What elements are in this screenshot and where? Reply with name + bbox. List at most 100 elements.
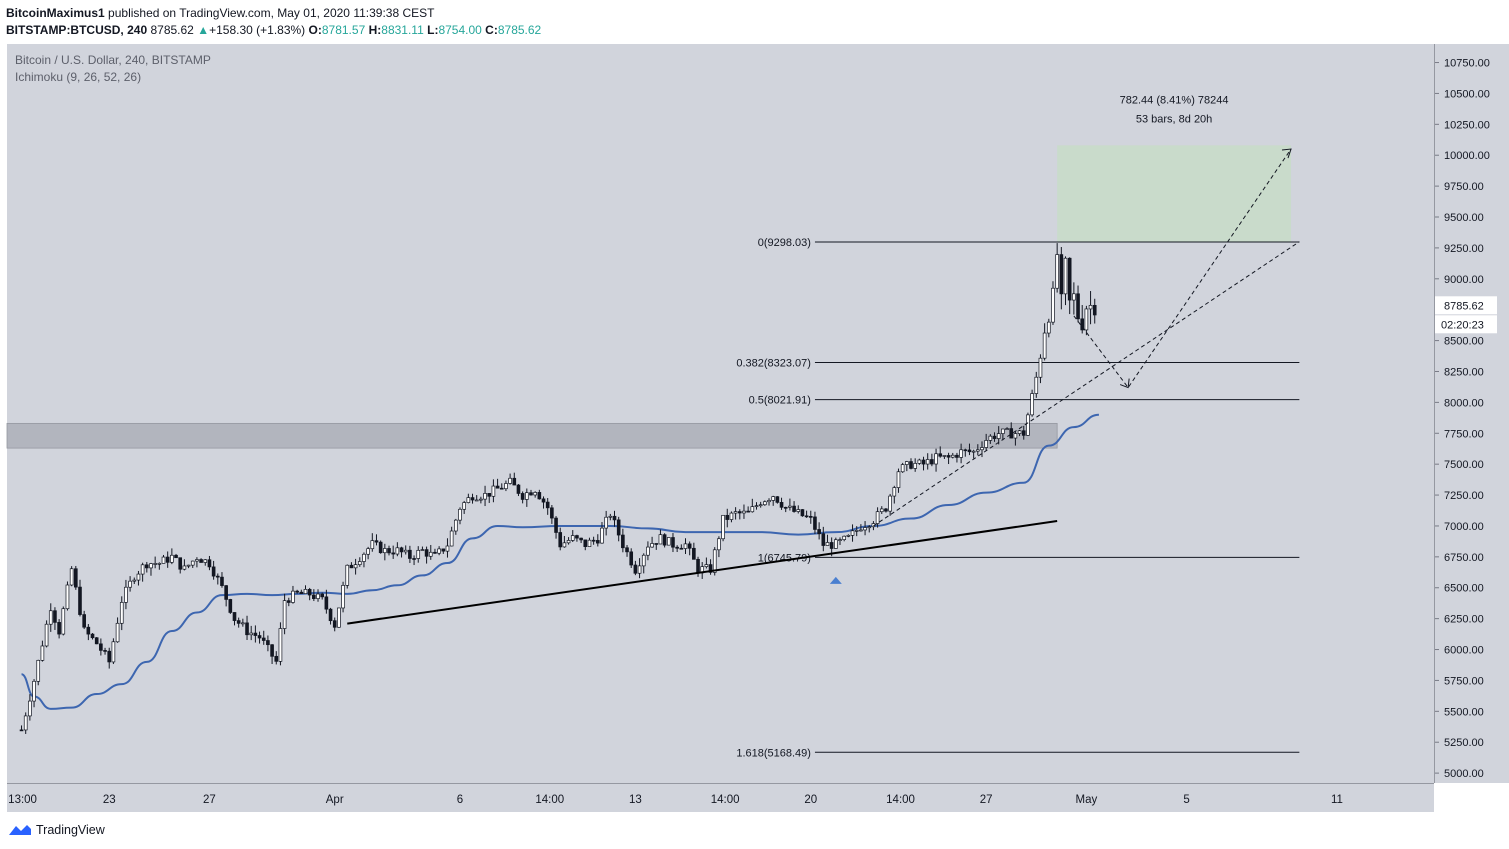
candle-body: [261, 637, 266, 641]
candle-body: [495, 485, 500, 489]
candle-body: [570, 535, 575, 541]
price-axis[interactable]: [1435, 44, 1509, 783]
candle-body: [408, 549, 412, 559]
candle-body: [930, 459, 934, 465]
candle: [938, 446, 943, 458]
symbol-label: BITSTAMP:BTCUSD, 240: [6, 23, 148, 37]
candle-body: [220, 576, 224, 586]
candle: [23, 712, 28, 734]
candle-body: [562, 542, 567, 548]
candle-body: [90, 633, 95, 639]
candle: [671, 533, 675, 553]
candle: [1030, 389, 1034, 417]
candle: [955, 452, 959, 463]
author-name[interactable]: BitcoinMaximus1: [6, 6, 105, 20]
triangle-up-icon: [829, 576, 842, 584]
candle-body: [483, 493, 487, 500]
time-axis[interactable]: [7, 783, 1434, 812]
candle-body: [788, 505, 792, 508]
candle-body: [69, 568, 74, 586]
candle-body: [445, 545, 450, 552]
candle-body: [896, 471, 901, 488]
candle-body: [420, 549, 425, 551]
candle-body: [82, 614, 86, 628]
candle-body: [274, 655, 279, 662]
candle: [804, 510, 809, 518]
candle: [562, 535, 567, 548]
price-tick-label: 6000.00: [1444, 645, 1484, 657]
candle-body: [132, 579, 137, 582]
projected-trend-line: [873, 241, 1300, 527]
candle-body: [783, 506, 788, 509]
candle: [170, 548, 174, 565]
candle: [94, 637, 99, 645]
candle-body: [44, 623, 49, 647]
candle: [767, 498, 771, 506]
candle: [608, 513, 613, 521]
high-label: H:: [368, 23, 382, 37]
candle-body: [679, 547, 684, 550]
candle-body: [520, 493, 525, 500]
candle-body: [683, 543, 688, 549]
candle-body: [94, 637, 99, 645]
candle-body: [286, 600, 291, 603]
candle-body: [328, 608, 333, 622]
candle-body: [165, 556, 170, 563]
candle-body: [345, 564, 350, 586]
candle-body: [57, 622, 61, 635]
candle: [591, 536, 596, 545]
price-tick-label: 5750.00: [1444, 675, 1484, 687]
resistance-zone: [6, 422, 1058, 449]
candle-body: [36, 659, 41, 682]
candle: [692, 542, 696, 560]
candle: [1042, 323, 1047, 361]
candle: [813, 511, 817, 535]
time-tick-label: 20: [804, 794, 817, 806]
candle: [437, 546, 441, 556]
candle: [687, 541, 692, 556]
candle: [28, 694, 32, 721]
candle-body: [725, 514, 730, 520]
candle: [1046, 318, 1051, 338]
candle-body: [1009, 428, 1014, 439]
candle: [332, 617, 337, 632]
candle: [946, 452, 951, 465]
candle-body: [808, 516, 813, 518]
candle: [132, 577, 137, 585]
candle-body: [215, 575, 220, 578]
candle: [441, 548, 446, 554]
candle-body: [633, 564, 638, 574]
candle: [391, 545, 395, 559]
candle-body: [182, 565, 187, 570]
candle: [182, 559, 187, 571]
candle: [153, 556, 157, 569]
candle: [875, 507, 880, 528]
candle: [462, 500, 466, 514]
candle: [82, 610, 86, 630]
time-tick-label: 14:00: [535, 794, 564, 806]
candle-body: [416, 549, 421, 559]
candle: [119, 596, 124, 631]
candle-body: [149, 563, 153, 569]
candle: [545, 498, 550, 515]
candle-body: [115, 622, 120, 643]
candle-body: [575, 535, 579, 539]
candle: [646, 541, 650, 561]
candle: [249, 625, 254, 641]
candle: [149, 562, 153, 576]
candle: [520, 491, 525, 504]
candle-body: [266, 640, 270, 646]
candle: [1034, 371, 1039, 398]
price-tick-label: 7500.00: [1444, 459, 1484, 471]
legend-indicator: Ichimoku (9, 26, 52, 26): [15, 70, 141, 84]
candle-body: [971, 450, 976, 453]
tradingview-branding[interactable]: TradingView: [8, 823, 105, 837]
candle: [416, 546, 421, 563]
candle: [491, 479, 496, 503]
candle: [1017, 429, 1022, 437]
candle: [930, 453, 934, 467]
candle: [466, 493, 471, 504]
candle-body: [779, 502, 784, 508]
fib-level-label: 1.618(5168.49): [736, 747, 811, 759]
